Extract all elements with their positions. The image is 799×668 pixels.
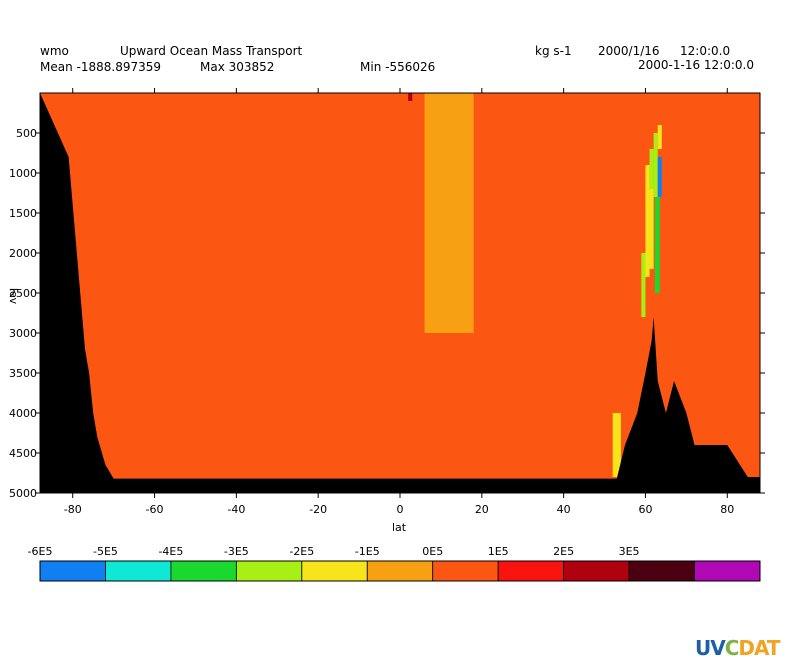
x-tick-label: -20	[309, 503, 327, 516]
colorbar-swatch	[432, 560, 499, 582]
x-axis-label: lat	[392, 521, 407, 534]
colorbar-swatch	[105, 560, 172, 582]
y-tick-label: 3500	[9, 367, 37, 380]
colorbar-swatch	[235, 560, 303, 582]
heatmap-cell	[649, 149, 654, 189]
heatmap-cell	[424, 93, 474, 333]
colorbar-frame	[39, 560, 761, 582]
colorbar-tick-label: 2E5	[553, 545, 574, 558]
x-tick-label: -40	[227, 503, 245, 516]
colorbar-swatch	[366, 560, 434, 582]
heatmap-cell	[654, 197, 660, 293]
x-tick-label: 20	[475, 503, 489, 516]
y-tick-label: 4000	[9, 407, 37, 420]
heatmap-cell	[391, 93, 409, 373]
colorbar-tick-label: -2E5	[289, 545, 314, 558]
y-tick-label: 5000	[9, 487, 37, 500]
y-tick-label: 3000	[9, 327, 37, 340]
colorbar-tick-label: -3E5	[224, 545, 249, 558]
colorbar-tick-label: -5E5	[93, 545, 118, 558]
x-tick-label: 60	[638, 503, 652, 516]
land-mask	[40, 93, 760, 493]
x-tick-label: 0	[397, 503, 404, 516]
y-tick-label: 4500	[9, 447, 37, 460]
time-label: 12:0:0.0	[680, 44, 731, 58]
colorbar: -6E5 -5E5 -4E5 -3E5 -2E5 -1E5 0E5 1E5 2E5 3E5	[28, 545, 761, 582]
y-axis-label: lev	[7, 288, 20, 305]
x-tick-label: -60	[146, 503, 164, 516]
colorbar-tick-label: -4E5	[158, 545, 183, 558]
colorbar-swatch	[628, 560, 695, 582]
heatmap-cell	[649, 189, 654, 269]
y-tick-label: 2000	[9, 247, 37, 260]
colorbar-swatch	[694, 560, 761, 582]
x-tick-label: -80	[64, 503, 82, 516]
heatmap-cell	[612, 413, 621, 477]
colorbar-swatch	[170, 560, 237, 582]
bathymetry-mask	[40, 93, 760, 493]
mean-label: Mean -1888.897359	[40, 60, 162, 74]
colorbar-tick-label: -6E5	[28, 545, 53, 558]
heatmap-cell	[657, 125, 662, 149]
heatmap-cell	[657, 157, 662, 197]
units-label: kg s-1	[535, 44, 572, 58]
colorbar-tick-label: 3E5	[619, 545, 640, 558]
y-tick-label: 1000	[9, 167, 37, 180]
x-tick-label: 80	[720, 503, 734, 516]
colorbar-swatch	[39, 560, 106, 582]
colorbar-tick-label: 1E5	[488, 545, 509, 558]
date-label: 2000/1/16	[598, 44, 660, 58]
axes: -80 -60 -40 -20 0 20 40 60 80 500 1000 1500 2000 2500…	[9, 88, 765, 516]
colorbar-swatch	[301, 560, 368, 582]
heatmap-cell	[653, 133, 658, 197]
colorbar-tick-label: 0E5	[422, 545, 443, 558]
colorbar-swatch	[563, 560, 630, 582]
colorbar-swatch	[497, 560, 565, 582]
heatmap-cell	[641, 253, 646, 317]
y-tick-label: 1500	[9, 207, 37, 220]
max-label: Max 303852	[200, 60, 275, 74]
variable-name: wmo	[40, 44, 69, 58]
variable-long-name: Upward Ocean Mass Transport	[120, 44, 303, 58]
datetime-label: 2000-1-16 12:0:0.0	[638, 58, 754, 72]
colorbar-tick-label: -1E5	[355, 545, 380, 558]
uvcdat-logo: UVCDAT	[695, 636, 781, 660]
x-tick-label: 40	[557, 503, 571, 516]
y-tick-label: 500	[16, 127, 37, 140]
min-label: Min -556026	[360, 60, 436, 74]
y-tick-label: 2500	[9, 287, 37, 300]
heatmap-cell	[645, 165, 650, 277]
